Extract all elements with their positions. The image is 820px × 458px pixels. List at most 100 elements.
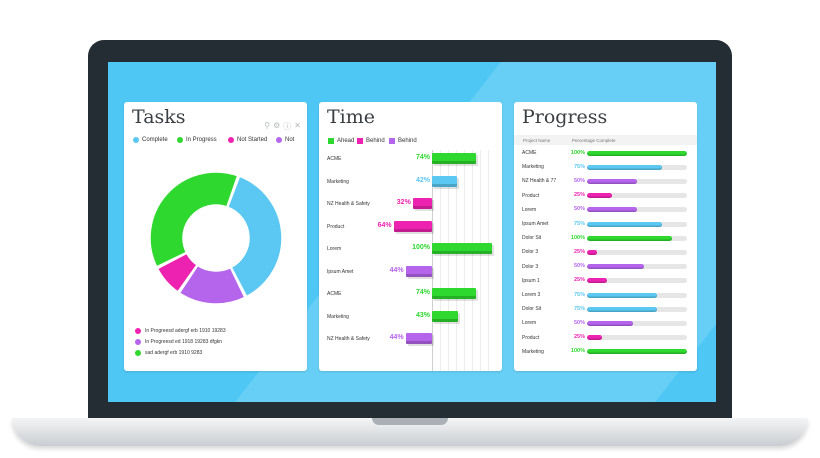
legend-label: In Progreesd adergf erb 1910 19283 xyxy=(145,328,226,334)
time-bar[interactable] xyxy=(432,175,458,187)
tasks-legend-item[interactable]: Not Started xyxy=(228,137,267,143)
time-bar-percent: 74% xyxy=(415,289,430,296)
time-legend-item[interactable]: Ahead xyxy=(328,138,354,144)
legend-label: In Progreesd ed 1918 19283 dfgkn xyxy=(145,339,223,345)
time-bar[interactable] xyxy=(432,243,492,254)
legend-label: Ahead xyxy=(337,138,355,144)
gridline xyxy=(488,150,489,371)
legend-label: Complete xyxy=(142,137,168,143)
tasks-card: Tasks ⚲ ⚙ ⓘ ✕ Complete In Progress Not Sta… xyxy=(124,102,307,371)
time-row-label: Ipsum Amet xyxy=(327,268,354,275)
tasks-legend-item[interactable]: Not xyxy=(276,137,294,143)
progress-track xyxy=(587,306,687,312)
legend-label: Behind xyxy=(366,138,385,144)
progress-track xyxy=(587,349,687,355)
progress-fill[interactable] xyxy=(587,278,607,284)
progress-row-percent: 50% xyxy=(573,206,585,213)
time-legend-item[interactable]: Behind xyxy=(389,138,417,144)
time-bar[interactable] xyxy=(405,265,432,277)
progress-row-percent: 50% xyxy=(573,263,585,270)
progress-track xyxy=(587,193,687,199)
progress-fill[interactable] xyxy=(587,264,644,270)
time-bar[interactable] xyxy=(432,288,477,299)
progress-fill[interactable] xyxy=(587,235,672,241)
progress-fill[interactable] xyxy=(587,150,687,156)
help-icon[interactable]: ⓘ xyxy=(283,122,292,131)
time-bar-percent: 100% xyxy=(412,244,430,251)
tasks-legend-item[interactable]: In Progress xyxy=(177,137,217,143)
time-bar[interactable] xyxy=(432,310,458,322)
gridline xyxy=(448,150,449,371)
zero-axis xyxy=(432,150,433,371)
legend-dot-icon xyxy=(276,137,282,143)
progress-row-percent: 100% xyxy=(570,149,585,156)
close-icon[interactable]: ✕ xyxy=(294,121,301,130)
time-bar-percent: 74% xyxy=(415,154,430,161)
donut-slice[interactable] xyxy=(178,264,246,305)
donut-slice[interactable] xyxy=(226,175,283,298)
donut-slice[interactable] xyxy=(156,252,198,293)
legend-label: sad adergf erb 1910 9283 xyxy=(145,350,203,356)
tasks-bottom-legend-item: In Progreesd ed 1918 19283 dfgkn xyxy=(135,339,222,345)
time-bar-percent: 44% xyxy=(389,266,404,274)
progress-fill[interactable] xyxy=(587,320,633,326)
donut-slice[interactable] xyxy=(149,171,239,268)
time-grid xyxy=(319,142,502,371)
progress-track xyxy=(587,235,687,241)
progress-fill[interactable] xyxy=(587,349,687,355)
progress-fill[interactable] xyxy=(587,193,612,199)
progress-row-percent: 50% xyxy=(573,177,585,184)
progress-track xyxy=(587,164,687,170)
progress-fill[interactable] xyxy=(587,292,657,298)
time-row-label: Product xyxy=(327,223,345,230)
progress-row-label: NZ Health & 77 xyxy=(522,178,557,185)
progress-track xyxy=(587,320,687,326)
gear-icon[interactable]: ⚙ xyxy=(273,121,281,130)
legend-square-icon xyxy=(357,138,363,144)
tasks-toolbar: ⚲ ⚙ ⓘ ✕ xyxy=(264,121,301,132)
progress-row-percent: 75% xyxy=(573,163,585,170)
progress-fill[interactable] xyxy=(587,178,637,184)
progress-row-label: Product xyxy=(522,192,540,199)
progress-track xyxy=(587,207,687,213)
progress-row-label: Marketing xyxy=(522,348,544,355)
progress-fill[interactable] xyxy=(587,164,662,170)
tasks-bottom-legend-item: In Progreesd adergf erb 1910 19283 xyxy=(135,328,226,334)
gridline xyxy=(464,150,465,371)
legend-dot-icon xyxy=(133,137,139,143)
progress-row-percent: 25% xyxy=(573,277,585,284)
time-bar[interactable] xyxy=(412,198,432,209)
time-legend-item[interactable]: Behind xyxy=(357,138,385,144)
time-bar[interactable] xyxy=(393,220,432,232)
legend-square-icon xyxy=(328,138,334,144)
progress-row-percent: 100% xyxy=(570,234,585,241)
progress-row-percent: 25% xyxy=(573,248,585,255)
progress-row-label: Dolor 3 xyxy=(522,249,539,256)
legend-label: Not Started xyxy=(237,137,268,143)
progress-fill[interactable] xyxy=(587,221,662,227)
time-row-label: ACME xyxy=(327,291,342,297)
progress-fill[interactable] xyxy=(587,249,597,255)
time-bar-percent: 43% xyxy=(415,311,430,319)
time-bar[interactable] xyxy=(432,153,477,164)
time-bar[interactable] xyxy=(405,333,432,344)
legend-square-icon xyxy=(389,138,395,144)
progress-fill[interactable] xyxy=(587,306,657,312)
progress-header-row xyxy=(514,135,697,145)
progress-track xyxy=(587,335,687,341)
progress-fill[interactable] xyxy=(587,207,637,213)
tasks-legend-item[interactable]: Complete xyxy=(133,137,168,143)
time-row-label: ACME xyxy=(327,156,342,162)
search-icon[interactable]: ⚲ xyxy=(264,121,271,130)
progress-track xyxy=(587,292,687,298)
progress-row-label: Product xyxy=(522,334,540,341)
progress-row-label: Dolor Sit xyxy=(522,306,542,313)
progress-fill[interactable] xyxy=(587,335,602,341)
laptop-base xyxy=(12,418,808,446)
legend-dot-icon xyxy=(135,328,141,334)
gridline xyxy=(456,150,457,371)
time-bar-percent: 64% xyxy=(377,221,392,229)
legend-dot-icon xyxy=(135,339,141,345)
progress-track xyxy=(587,249,687,255)
time-bar-percent: 42% xyxy=(415,176,430,184)
